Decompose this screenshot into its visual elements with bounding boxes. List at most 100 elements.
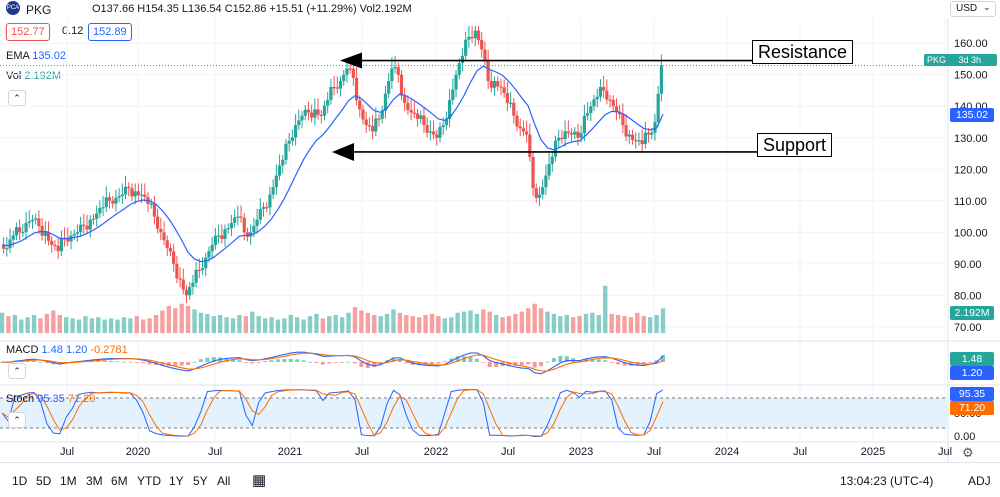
time-tick-label: Jul [60,446,74,458]
volume-bar [6,316,11,333]
macd-histogram-bar [494,362,499,367]
candle-body [303,109,307,116]
volume-bar [282,318,287,333]
candle-body [361,109,365,120]
stoch-collapse-button[interactable]: ⌃ [8,412,26,428]
candle-body [448,99,452,120]
volume-bar [160,310,165,333]
range-3m[interactable]: 3M [86,474,103,488]
volume-bar [128,318,133,333]
volume-bar [12,315,18,333]
volume-legend[interactable]: Vol 2.192M [6,70,61,82]
range-1m[interactable]: 1M [60,474,77,488]
macd-histogram-bar [327,362,332,364]
candle-body [2,244,6,249]
range-6m[interactable]: 6M [111,474,128,488]
calendar-icon[interactable]: ▦ [252,472,267,489]
macd-histogram-bar [539,362,544,367]
candle-body [53,244,57,247]
candle-body [95,213,99,219]
chart-canvas[interactable]: 70.00 80.00 90.00 100.00 110.00 120.00 130.00 1… [0,0,1000,462]
price-timer-text: 3d 3h [958,55,982,65]
volume-bar [275,319,281,333]
candle-body [91,218,96,220]
macd-histogram-bar [391,357,396,362]
time-tick-label: 2021 [278,446,302,458]
candle-body [139,194,144,196]
candle-body [425,125,429,133]
clock-time[interactable]: 13:04:23 (UTC-4) [840,474,934,488]
candle-body [40,226,44,236]
macd-histogram-bar [487,362,492,368]
volume-bar [256,316,261,333]
range-1d[interactable]: 1D [12,474,28,488]
macd-histogram-bar [38,361,43,363]
ema-path [1,65,664,263]
candle-body [531,156,535,189]
resistance-callout[interactable]: Resistance [752,40,854,64]
macd-legend[interactable]: MACD 1.48 1.20 -0.2781 [6,344,128,356]
volume-bar [609,313,614,333]
candle-body [56,245,60,252]
ema-value: 135.02 [32,50,66,62]
candle-body [14,227,19,236]
stoch-k-tag: 95.35 [950,387,994,401]
collapse-legend-button[interactable]: ⌃ [8,90,26,106]
volume-bar [339,317,345,333]
volume-bar [96,317,101,333]
candle-body [483,49,487,61]
candle-body [200,268,205,271]
candle-body [589,106,593,114]
macd-histogram-bar [166,362,171,366]
macd-signal-value: 1.20 [65,344,88,356]
volume-bar [211,316,216,333]
candle-body [159,228,163,233]
candle-body [435,134,439,138]
candle-body [149,203,153,205]
ask-price-box[interactable]: 152.89 [88,23,132,41]
candle-body [168,248,173,252]
macd-histogram-bar [301,360,306,362]
support-callout[interactable]: Support [757,133,833,157]
volume-bar [173,308,178,333]
candle-body [287,140,291,144]
volume-bar [372,315,377,333]
volume-bar [391,309,396,333]
settings-gear-icon[interactable]: ⚙ [962,445,974,460]
time-tick-label: Jul [208,446,222,458]
macd-histogram-bar [609,362,614,363]
candle-body [585,113,590,116]
stoch-d-line [1,389,664,437]
currency-selector[interactable]: USD ⌄ [950,1,996,17]
macd-histogram-bar [205,357,210,362]
macd-label: MACD [6,344,39,356]
range-1y[interactable]: 1Y [169,474,184,488]
ema-legend[interactable]: EMA 135.02 [6,50,66,62]
candle-body [181,279,185,290]
adj-toggle[interactable]: ADJ [968,474,991,488]
volume-bar [166,306,172,333]
chevron-up-icon: ⌃ [13,93,21,103]
range-all[interactable]: All [217,474,231,488]
candle-body [646,132,651,135]
volume-bar [596,315,602,333]
candle-body [290,137,294,141]
range-5d[interactable]: 5D [36,474,52,488]
macd-histogram-bar [429,362,434,364]
macd-histogram-bar [179,362,184,366]
symbol-logo-icon[interactable]: PCA [6,1,20,15]
candle-body [98,208,102,214]
macd-collapse-button[interactable]: ⌃ [8,363,26,379]
range-ytd[interactable]: YTD [137,474,161,488]
volume-bar [551,313,557,333]
volume-bar [217,315,223,333]
bid-price-box[interactable]: 152.77 [6,23,50,41]
symbol-name[interactable]: PKG [26,3,52,17]
candle-body [233,217,237,223]
range-5y[interactable]: 5Y [193,474,208,488]
stoch-legend[interactable]: Stoch 95.35 71.20 [6,393,95,405]
macd-histogram-bar [558,355,563,362]
volume-bar [288,315,293,333]
candle-body [438,127,442,138]
candle-body [387,81,391,94]
